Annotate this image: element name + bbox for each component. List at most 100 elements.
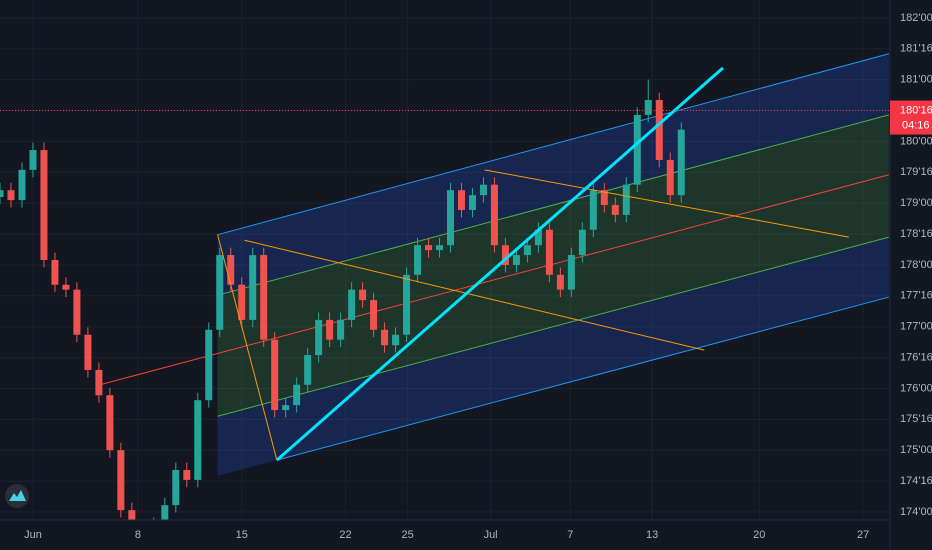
candle-body [62,284,70,290]
candle-body [183,469,191,480]
candle-body [611,205,619,215]
candle-body [238,284,246,320]
candle-body [633,114,641,185]
x-tick-label: 7 [567,529,573,541]
x-tick-label: 25 [402,529,414,541]
candle-body [117,450,125,511]
x-tick-label: 8 [135,529,141,541]
candle-body [403,274,411,335]
y-tick-label: 181'00 [900,74,932,86]
plot-area [0,53,890,520]
candle-body [194,400,202,480]
y-tick-label: 176'16 [900,351,932,363]
channel-band [217,237,889,476]
candle-body [556,274,564,290]
candle-body [0,190,4,198]
candle-body [304,355,312,385]
candle-body [622,184,630,215]
candle-body [249,255,257,320]
countdown-label: 04:16 [902,119,930,131]
y-tick-label: 180'00 [900,135,932,147]
y-tick-label: 177'16 [900,290,932,302]
candle-body [260,255,268,340]
candle-body [205,329,213,401]
x-tick-label: Jun [24,529,42,541]
y-tick-label: 175'16 [900,413,932,425]
candle-body [512,255,520,265]
x-tick-label: 22 [339,529,351,541]
candle-body [216,255,224,330]
y-tick-label: 179'16 [900,166,932,178]
candle-body [51,260,59,285]
channel-line [217,53,890,236]
channel-line [217,236,890,417]
candle-body [457,190,465,210]
candle-body [73,289,81,335]
candle-body [106,395,114,451]
logo[interactable] [5,484,29,508]
y-tick-label: 178'16 [900,228,932,240]
candle-body [446,190,454,246]
candle-body [370,300,378,330]
channel-line [99,174,890,386]
candle-body [271,339,279,411]
candle-body [501,245,509,265]
y-tick-label: 177'00 [900,321,932,333]
candle-body [600,190,608,206]
candle-body [315,319,323,356]
drawing-line [217,234,278,461]
candle-body [293,384,301,406]
candle-body [7,190,15,201]
price-badge-label: 180'16 [900,104,932,116]
candle-body [578,229,586,256]
candle-body [95,369,103,396]
y-tick-label: 178'00 [900,259,932,271]
y-tick-label: 176'00 [900,382,932,394]
y-tick-label: 182'00 [900,12,932,24]
candle-body [567,255,575,290]
candle-body [414,245,422,275]
candle-body [348,289,356,320]
candle-body [523,245,531,256]
candle-body [436,245,444,251]
y-tick-label: 179'00 [900,197,932,209]
drawing-line [275,66,724,462]
candle-body [479,184,487,196]
candle-body [128,510,136,520]
y-tick-label: 174'00 [900,506,932,518]
candle-body [545,229,553,275]
channel-line [217,114,890,296]
logo-circle[interactable] [5,484,29,508]
candle-body [425,245,433,251]
channel-line [276,296,890,461]
candle-body [655,100,663,160]
candle-body [490,184,498,246]
candle-body [677,129,685,196]
x-tick-label: 20 [753,529,765,541]
candle-body [29,150,37,170]
candle-body [282,405,290,411]
channel-band [217,53,889,296]
y-tick-label: 181'16 [900,43,932,55]
candle-body [392,334,400,346]
candle-body [337,319,345,340]
logo-icon[interactable] [9,490,26,501]
candle-body [18,169,26,201]
candle-body [172,469,180,506]
drawing-line [244,239,705,351]
candle-body [40,150,48,260]
candle-body [644,100,652,115]
candle-body [359,289,367,301]
candle-body [84,334,92,370]
x-tick-label: Jul [484,529,498,541]
channel-band [217,174,889,417]
x-tick-label: 13 [646,529,658,541]
price-badge [890,100,932,135]
x-tick-label: 27 [857,529,869,541]
candle-body [227,255,235,285]
x-tick-label: 15 [236,529,248,541]
y-tick-label: 175'00 [900,444,932,456]
channel-band [217,114,889,354]
